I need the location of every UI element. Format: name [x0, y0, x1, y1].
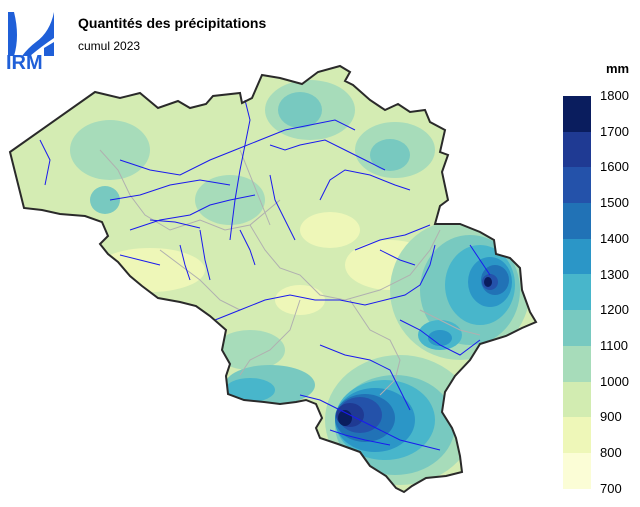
legend-tick-label: 1300: [600, 266, 629, 282]
legend-swatches: [563, 96, 638, 489]
legend-swatch: [563, 238, 591, 275]
precipitation-fill: [10, 66, 536, 492]
legend-tick-label: 1800: [600, 88, 629, 103]
legend-swatch: [563, 345, 591, 382]
logo-text: IRM: [6, 52, 43, 74]
legend: 1800 1700 1600 1500 1400 1300 1200 1100 1000 900 8…: [563, 89, 638, 495]
legend-tick-label: 800: [600, 445, 622, 460]
legend-unit: mm: [606, 61, 630, 76]
legend-tick-label: 1200: [600, 302, 629, 318]
province-borders: [99, 149, 481, 396]
legend-tick-label: 1000: [600, 373, 629, 389]
legend-swatch: [563, 203, 591, 239]
legend-swatch: [563, 167, 591, 204]
legend-tick-label: 1100: [600, 337, 628, 353]
legend-swatch: [563, 417, 591, 453]
legend-swatch: [563, 96, 591, 132]
map-title: Quantités des précipitations: [78, 15, 267, 31]
legend-swatch: [563, 452, 591, 489]
legend-tick-label: 1600: [600, 159, 629, 175]
rivers: [39, 99, 491, 451]
map-subtitle: cumul 2023: [78, 39, 141, 53]
legend-swatch: [563, 274, 591, 311]
legend-tick-label: 1400: [600, 230, 629, 246]
legend-tick-label: 1700: [600, 123, 629, 139]
legend-tick-label: 1500: [600, 195, 629, 211]
legend-swatch: [563, 131, 591, 168]
legend-swatch: [563, 310, 591, 346]
legend-tick-label: 700: [600, 480, 622, 496]
legend-tick-label: 900: [600, 409, 622, 425]
legend-swatch: [563, 381, 591, 418]
logo-icon: [8, 12, 54, 56]
